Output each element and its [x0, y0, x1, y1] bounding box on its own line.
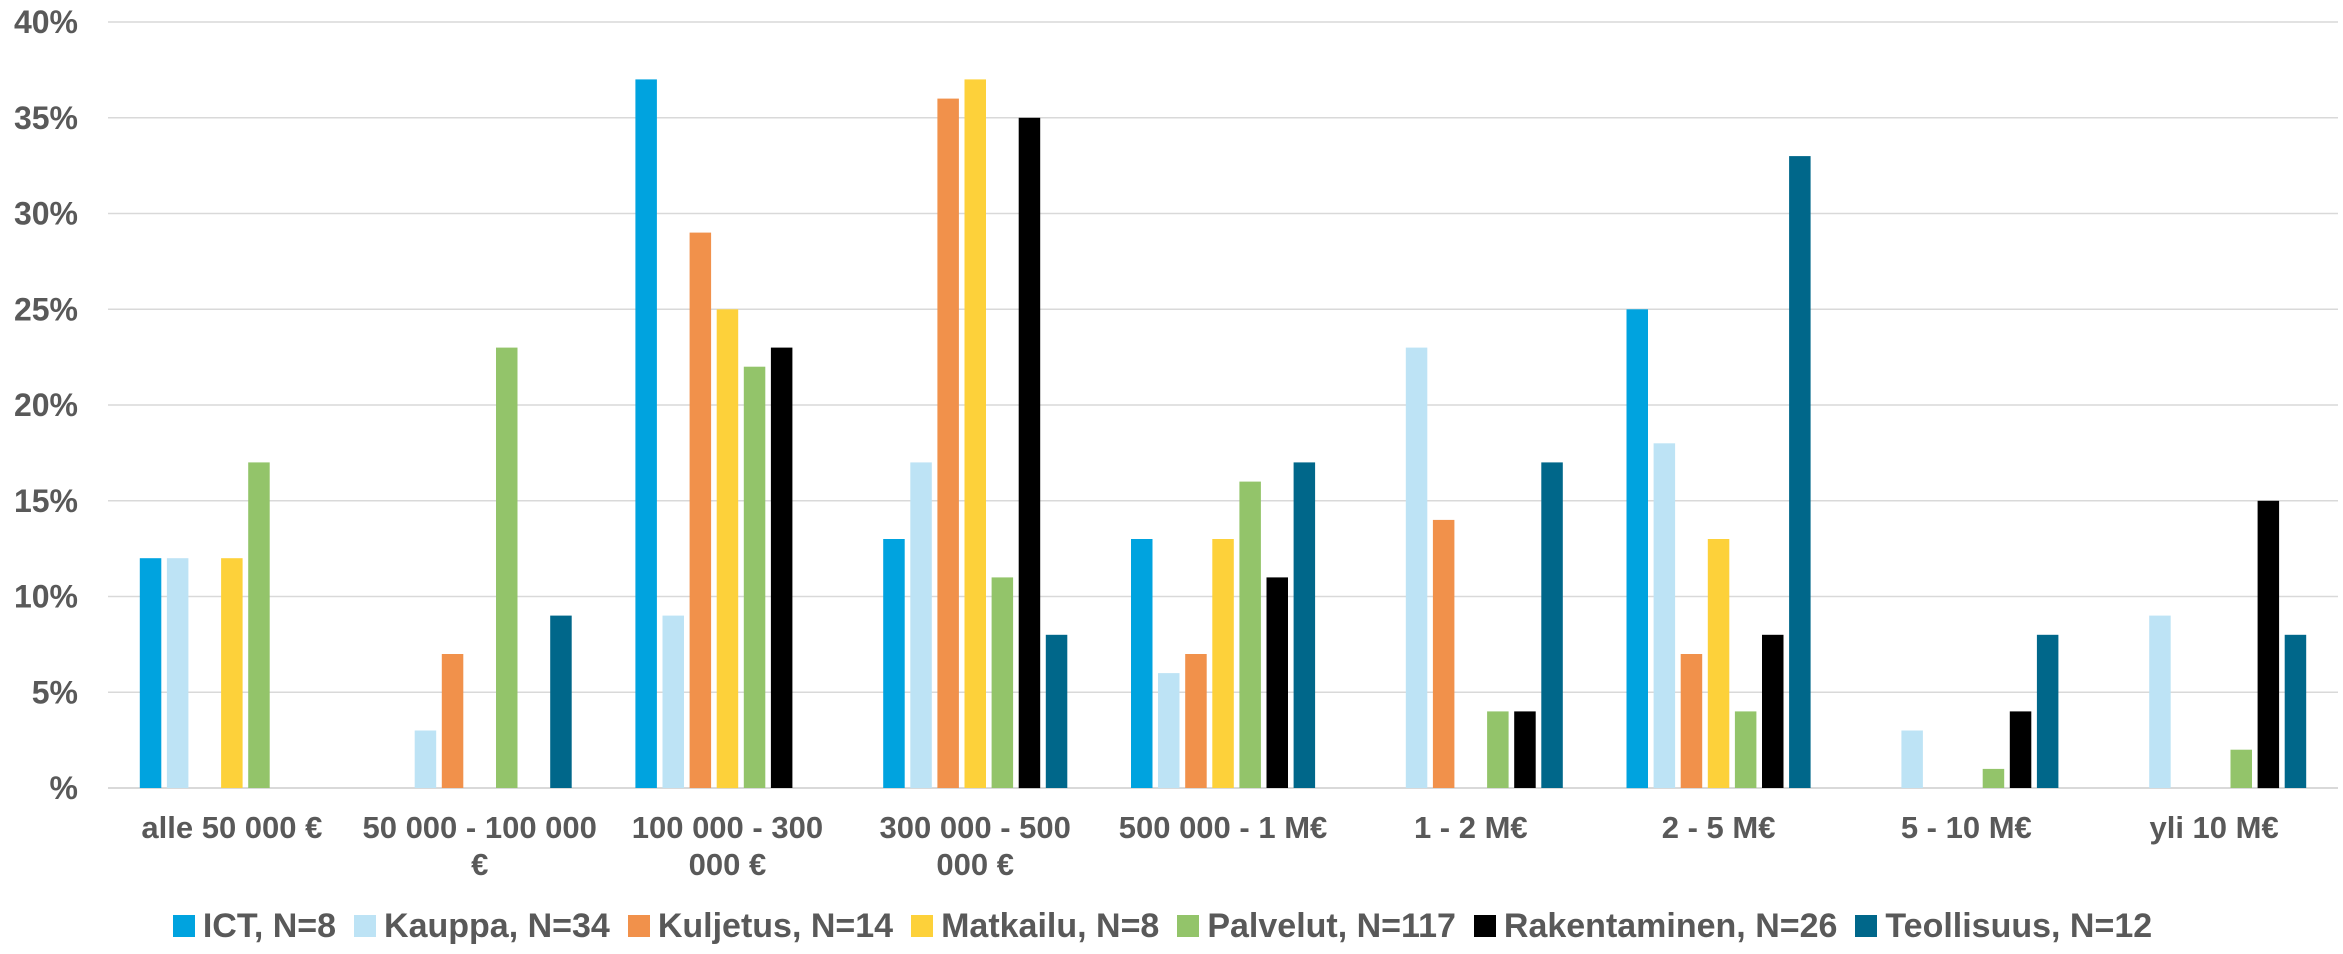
x-axis-labels: alle 50 000 € 50 000 - 100 000€100 000 - … — [141, 810, 2278, 882]
bar — [2257, 500, 2280, 789]
bar — [1432, 519, 1455, 788]
bar — [1158, 673, 1180, 788]
bar — [1293, 462, 1316, 788]
y-tick-label: 35% — [14, 100, 78, 136]
bar — [550, 615, 572, 788]
x-category-label: 50 000 - 100 000 — [362, 810, 596, 845]
bar — [1653, 443, 1676, 788]
bar — [964, 79, 986, 788]
legend-item: Rakentaminen, N=26 — [1473, 906, 1838, 946]
legend-label: Palvelut, N=117 — [1207, 906, 1456, 945]
bar — [689, 232, 712, 789]
bar — [1018, 117, 1041, 789]
bar — [441, 654, 464, 788]
y-tick-label: 15% — [14, 483, 78, 519]
y-tick-label: 25% — [14, 291, 78, 327]
legend-swatch — [911, 915, 934, 937]
bar — [1212, 539, 1234, 788]
bar — [1405, 347, 1428, 788]
legend-item: Kuljetus, N=14 — [627, 906, 894, 946]
bar — [1707, 539, 1730, 788]
legend-label: Teollisuus, N=12 — [1885, 906, 2153, 945]
bar — [1626, 309, 1648, 789]
y-tick-label: 30% — [14, 196, 78, 232]
bar — [2036, 634, 2059, 788]
bar — [248, 462, 270, 788]
bar — [139, 558, 162, 788]
bar — [635, 79, 657, 788]
legend-item: Matkailu, N=8 — [911, 907, 1159, 946]
bar — [166, 558, 189, 788]
legend-label: Matkailu, N=8 — [941, 906, 1160, 945]
legend-swatch — [627, 915, 650, 937]
x-category-label: 1 - 2 M€ — [1414, 810, 1528, 845]
bar — [937, 98, 959, 789]
bar — [770, 347, 793, 788]
bar — [414, 730, 437, 788]
bar — [1789, 156, 1811, 789]
bar-chart: % 5% 10% 15% 20% 25% 30% 35% 40% alle 50 000 € 50… — [14, 4, 2338, 882]
legend-item: Teollisuus, N=12 — [1855, 907, 2152, 946]
bar — [1131, 539, 1153, 788]
bar — [2009, 711, 2032, 788]
bar — [1266, 577, 1288, 788]
bar — [1901, 730, 1923, 788]
x-category-label: 300 000 - 500 — [880, 810, 1071, 845]
legend-swatch — [354, 915, 377, 937]
bar — [496, 347, 518, 788]
bar — [1185, 654, 1207, 788]
bar — [2284, 634, 2307, 788]
bar — [910, 462, 932, 788]
legend-item: ICT, N=8 — [172, 906, 337, 946]
y-tick-label: % — [50, 770, 78, 806]
bars — [139, 79, 2307, 789]
legend-swatch — [1855, 915, 1878, 937]
legend: ICT, N=8 Kauppa, N=34 Kuljetus, N=14 Matkai… — [0, 898, 2343, 954]
bar — [1541, 462, 1563, 788]
legend-label: Rakentaminen, N=26 — [1503, 906, 1838, 945]
legend-swatch — [1177, 915, 1200, 937]
bar — [221, 558, 243, 788]
y-tick-label: 5% — [32, 674, 78, 710]
legend-label: Kuljetus, N=14 — [657, 906, 894, 945]
bar — [1734, 711, 1757, 788]
bar — [2149, 615, 2171, 788]
bar — [1239, 481, 1261, 788]
y-tick-label: 40% — [14, 4, 78, 40]
legend-label: ICT, N=8 — [202, 906, 337, 945]
x-category-label: 500 000 - 1 M€ — [1119, 810, 1328, 845]
bar — [1514, 711, 1536, 788]
bar — [1762, 634, 1784, 788]
y-tick-label: 10% — [14, 579, 78, 615]
y-tick-label: 20% — [14, 387, 78, 423]
bar — [883, 539, 905, 788]
x-category-label: 5 - 10 M€ — [1901, 810, 2032, 845]
bar — [743, 366, 766, 788]
x-category-label: 000 € — [689, 847, 767, 882]
legend-item: Kauppa, N=34 — [354, 907, 610, 946]
x-category-label: 100 000 - 300 — [632, 810, 823, 845]
legend-item: Palvelut, N=117 — [1177, 907, 1456, 946]
bar — [1680, 654, 1703, 788]
bar — [1045, 634, 1068, 788]
bar — [2230, 749, 2252, 788]
x-category-label: 000 € — [936, 847, 1014, 882]
x-category-label: 2 - 5 M€ — [1662, 810, 1776, 845]
bar — [1487, 711, 1509, 788]
legend-swatch — [172, 915, 195, 937]
x-category-label: € — [471, 847, 488, 882]
gridlines — [108, 21, 2338, 789]
x-category-label: alle 50 000 € — [141, 810, 322, 845]
y-axis-ticks: % 5% 10% 15% 20% 25% 30% 35% 40% — [14, 4, 78, 806]
bar — [991, 577, 1014, 788]
legend-label: Kauppa, N=34 — [384, 906, 610, 945]
x-category-label: yli 10 M€ — [2149, 810, 2278, 845]
bar — [716, 309, 739, 789]
legend-swatch — [1473, 915, 1496, 937]
bar — [1982, 768, 2005, 788]
bar — [662, 615, 684, 788]
